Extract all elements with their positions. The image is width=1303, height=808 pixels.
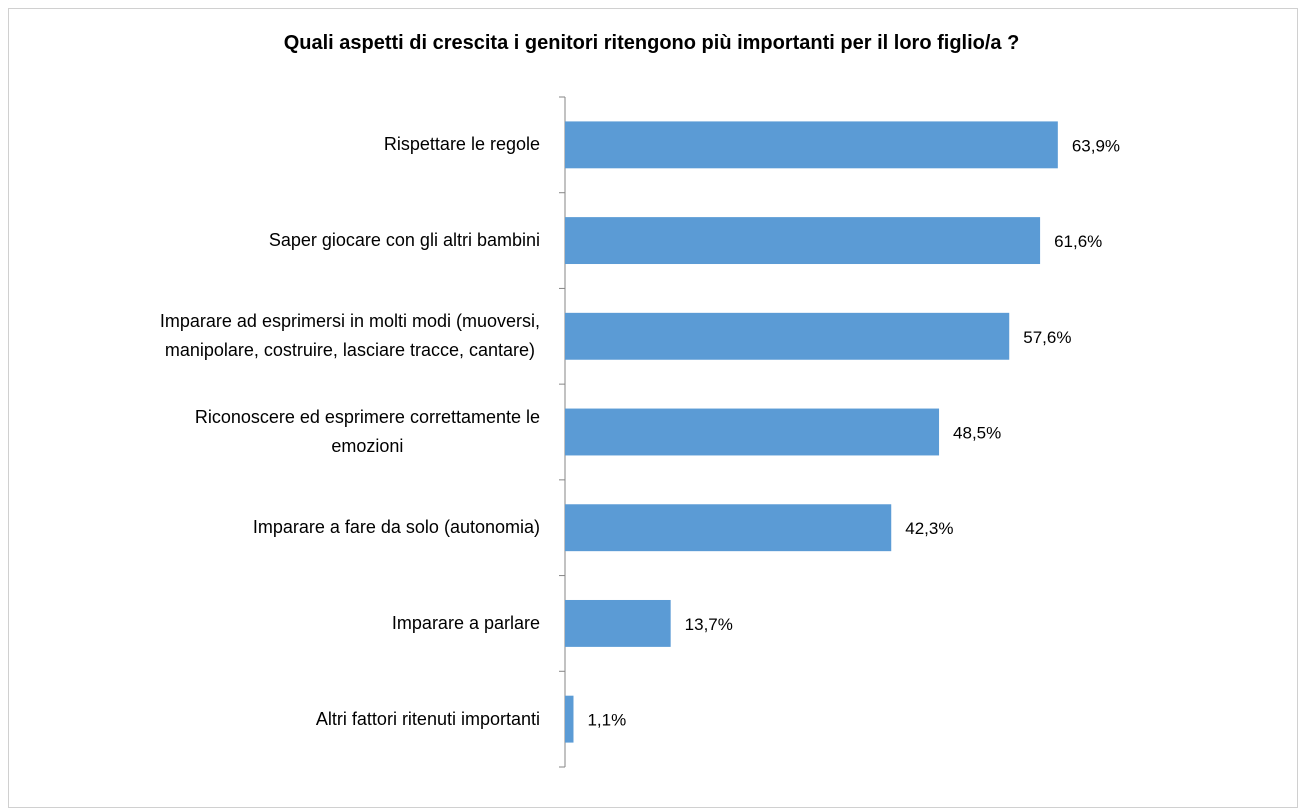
data-label: 42,3% [905, 519, 953, 538]
bar [565, 504, 892, 552]
category-label: Imparare ad esprimersi in molti modi (mu… [159, 311, 540, 361]
category-label: Imparare a parlare [391, 612, 540, 633]
category-label: Altri fattori ritenuti importanti [315, 708, 540, 729]
chart-title: Quali aspetti di crescita i genitori rit… [283, 32, 1020, 54]
bar [565, 408, 940, 456]
category-label: Saper giocare con gli altri bambini [268, 230, 540, 251]
data-label: 13,7% [685, 615, 733, 634]
data-label: 63,9% [1072, 136, 1120, 155]
category-label: Rispettare le regole [383, 134, 540, 155]
category-label: Imparare a fare da solo (autonomia) [252, 517, 540, 538]
bar [565, 599, 671, 647]
bar [565, 312, 1010, 360]
bar [565, 121, 1058, 169]
bar [565, 695, 574, 743]
category-label: Riconoscere ed esprimere correttamente l… [194, 406, 540, 456]
data-label: 1,1% [587, 711, 626, 730]
bar [565, 217, 1041, 265]
data-label: 48,5% [953, 423, 1001, 442]
data-label: 57,6% [1023, 328, 1071, 347]
data-label: 61,6% [1054, 232, 1102, 251]
